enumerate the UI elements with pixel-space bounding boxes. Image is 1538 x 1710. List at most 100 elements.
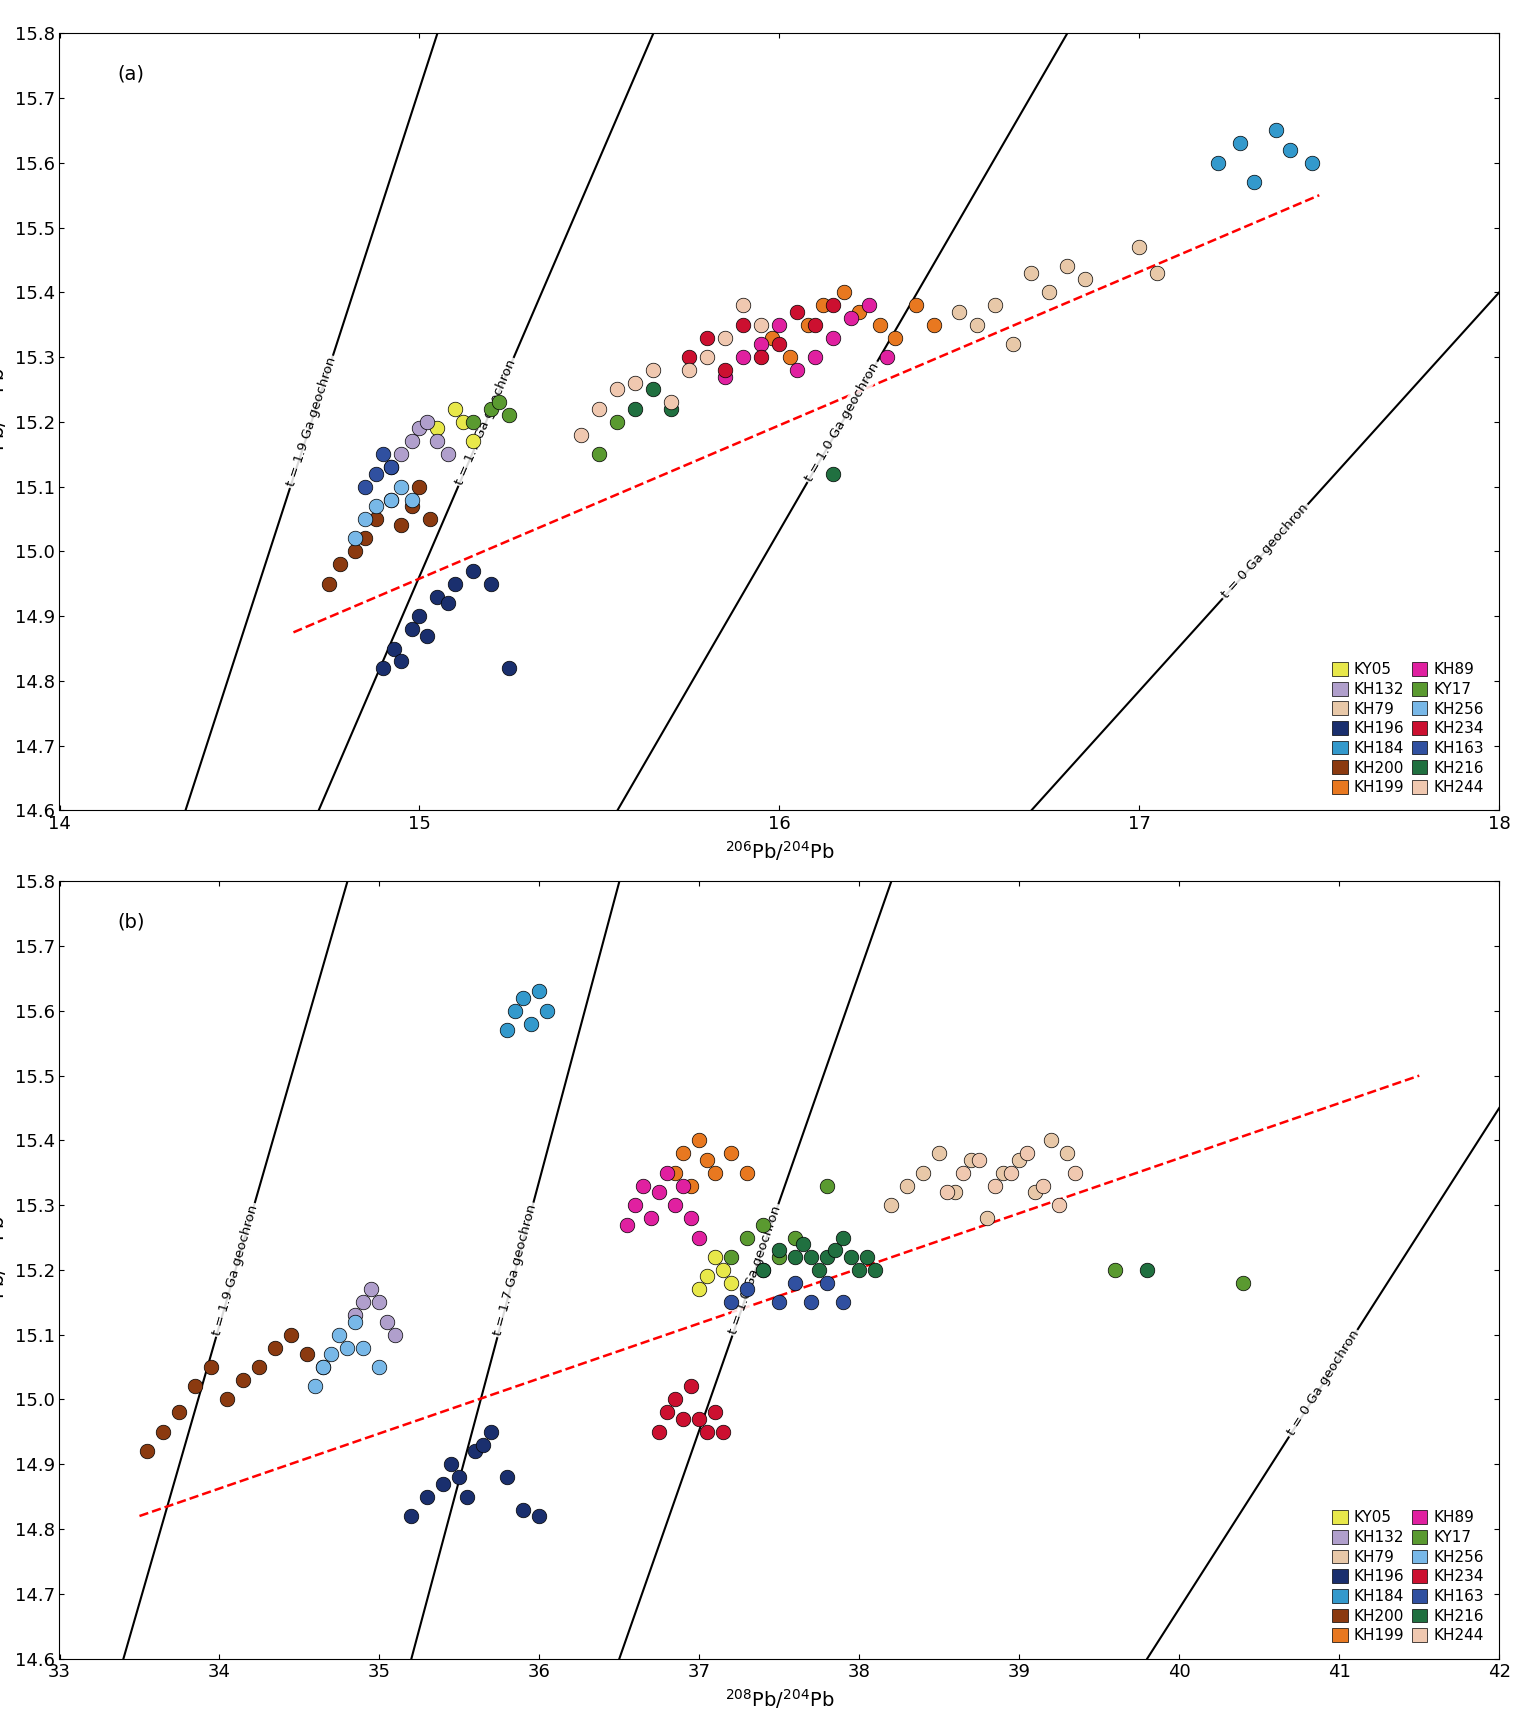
Point <box>990 1159 1015 1187</box>
Point <box>400 428 424 455</box>
Point <box>983 1171 1007 1199</box>
Point <box>800 1289 824 1317</box>
Point <box>378 453 403 481</box>
Point <box>400 1503 424 1530</box>
Point <box>840 1243 864 1271</box>
Point <box>480 1418 504 1445</box>
Point <box>263 1334 288 1361</box>
Point <box>815 1171 840 1199</box>
Point <box>783 1224 807 1252</box>
Point <box>495 1464 520 1491</box>
Text: t = 1.9 Ga geochron: t = 1.9 Ga geochron <box>285 356 338 487</box>
Point <box>408 602 432 629</box>
Point <box>720 1243 744 1271</box>
Point <box>1127 233 1152 260</box>
Point <box>365 460 389 487</box>
Point <box>671 1171 695 1199</box>
Point <box>840 304 864 332</box>
Point <box>695 1146 720 1173</box>
Point <box>623 395 647 422</box>
Point <box>767 311 792 339</box>
Point <box>631 1171 655 1199</box>
Point <box>714 323 738 351</box>
Point <box>767 330 792 357</box>
Point <box>1227 130 1252 157</box>
Point <box>784 356 809 383</box>
Point <box>528 1503 552 1530</box>
Point <box>821 460 846 487</box>
Point <box>671 1406 695 1433</box>
Point <box>800 1243 824 1271</box>
Point <box>821 292 846 320</box>
Point <box>687 1276 712 1303</box>
Point <box>604 376 629 404</box>
Point <box>343 525 368 552</box>
Point <box>975 1204 1000 1231</box>
Point <box>461 557 486 585</box>
Point <box>215 1385 240 1412</box>
Point <box>767 1243 792 1271</box>
Point <box>440 1450 464 1477</box>
Point <box>365 492 389 520</box>
Point <box>431 1471 455 1498</box>
Point <box>821 323 846 351</box>
Y-axis label: $^{207}$Pb/$^{204}$Pb: $^{207}$Pb/$^{204}$Pb <box>0 368 9 477</box>
Point <box>695 1418 720 1445</box>
Point <box>735 1276 760 1303</box>
Point <box>663 1192 687 1219</box>
Point <box>424 428 449 455</box>
Point <box>604 409 629 436</box>
Point <box>655 1159 680 1187</box>
Point <box>415 1483 440 1510</box>
Point <box>904 292 929 320</box>
Point <box>461 428 486 455</box>
Point <box>368 1353 392 1380</box>
Point <box>846 298 871 325</box>
Point <box>461 409 486 436</box>
Point <box>383 1322 408 1349</box>
Point <box>480 395 504 422</box>
Point <box>791 1229 815 1257</box>
Point <box>408 414 432 441</box>
Point <box>731 311 755 339</box>
Point <box>807 1257 832 1284</box>
Point <box>749 330 774 357</box>
Point <box>351 1289 375 1317</box>
Point <box>731 292 755 320</box>
Point <box>1023 1178 1047 1206</box>
Point <box>328 551 352 578</box>
Point <box>528 978 552 1005</box>
Point <box>1243 169 1267 197</box>
Point <box>1037 279 1061 306</box>
Point <box>863 1257 887 1284</box>
Point <box>687 1224 712 1252</box>
X-axis label: $^{206}$Pb/$^{204}$Pb: $^{206}$Pb/$^{204}$Pb <box>724 840 834 864</box>
Point <box>660 395 684 422</box>
Point <box>749 344 774 371</box>
Point <box>443 395 468 422</box>
X-axis label: $^{208}$Pb/$^{204}$Pb: $^{208}$Pb/$^{204}$Pb <box>724 1688 834 1710</box>
Point <box>623 369 647 397</box>
Point <box>1030 1171 1055 1199</box>
Point <box>400 492 424 520</box>
Point <box>647 1178 672 1206</box>
Text: (b): (b) <box>117 913 145 932</box>
Point <box>947 298 972 325</box>
Point <box>720 1139 744 1166</box>
Point <box>714 356 738 383</box>
Point <box>950 1159 975 1187</box>
Point <box>663 1385 687 1412</box>
Point <box>803 344 827 371</box>
Point <box>778 344 803 371</box>
Point <box>1300 149 1324 176</box>
Point <box>735 1159 760 1187</box>
Point <box>335 1334 360 1361</box>
Point <box>198 1353 223 1380</box>
Point <box>360 1276 384 1303</box>
Point <box>495 1017 520 1045</box>
Point <box>435 441 460 469</box>
Point <box>378 486 403 513</box>
Point <box>511 985 535 1012</box>
Point <box>910 1159 935 1187</box>
Point <box>317 569 341 597</box>
